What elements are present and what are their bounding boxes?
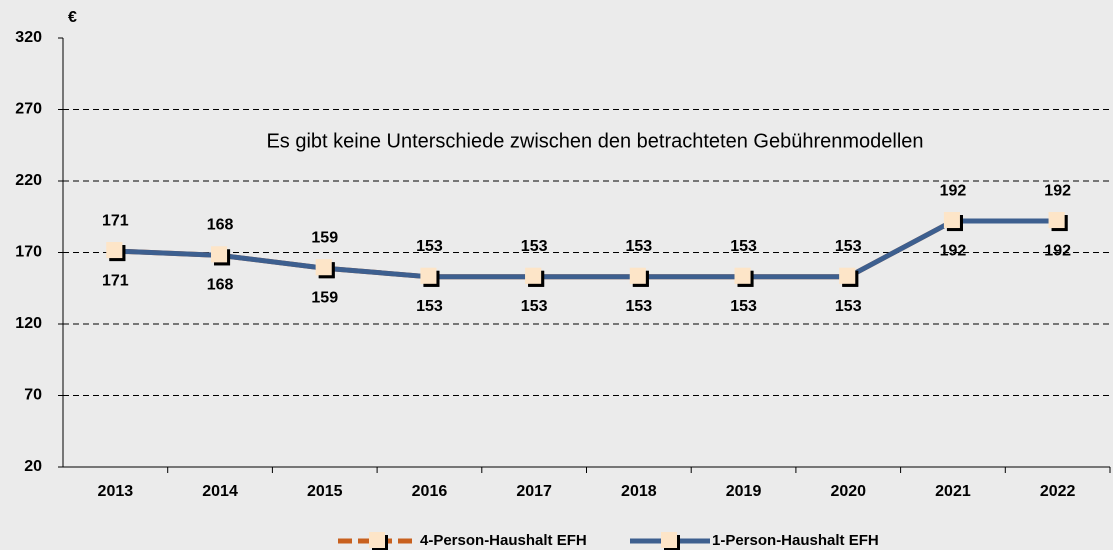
- data-label: 192: [940, 182, 967, 199]
- x-tick-label: 2019: [726, 483, 762, 500]
- data-label: 153: [730, 238, 757, 255]
- data-label: 153: [521, 238, 548, 255]
- data-label: 153: [521, 298, 548, 315]
- data-label: 153: [730, 298, 757, 315]
- y-tick-label: 320: [15, 29, 42, 46]
- data-label: 192: [1044, 182, 1071, 199]
- point-marker: [211, 246, 228, 263]
- data-label: 153: [416, 238, 443, 255]
- point-marker: [734, 267, 751, 284]
- x-tick-label: 2017: [516, 483, 552, 500]
- data-label: 171: [102, 272, 129, 289]
- annotation: Es gibt keine Unterschiede zwischen den …: [266, 130, 923, 152]
- point-marker: [839, 267, 856, 284]
- data-label: 153: [625, 298, 652, 315]
- x-tick-label: 2016: [412, 483, 448, 500]
- data-label: 159: [311, 289, 338, 306]
- series-line: [115, 218, 1058, 280]
- y-tick-label: 270: [15, 101, 42, 118]
- point-marker: [629, 267, 646, 284]
- data-label: 153: [416, 298, 443, 315]
- point-marker: [943, 212, 960, 229]
- point-marker: [106, 242, 123, 259]
- data-label: 153: [625, 238, 652, 255]
- legend-label: 1-Person-Haushalt EFH: [712, 532, 879, 549]
- x-tick-label: 2018: [621, 483, 657, 500]
- data-label: 153: [835, 298, 862, 315]
- x-tick-label: 2015: [307, 483, 343, 500]
- x-tick-label: 2021: [935, 483, 971, 500]
- data-label: 168: [207, 277, 234, 294]
- y-tick-label: 170: [15, 244, 42, 261]
- y-tick-label: 120: [15, 315, 42, 332]
- x-tick-label: 2013: [98, 483, 134, 500]
- point-marker: [315, 259, 332, 276]
- data-label: 192: [1044, 242, 1071, 259]
- x-tick-label: 2020: [830, 483, 866, 500]
- legend-marker: [369, 532, 385, 548]
- legend-marker: [661, 532, 677, 548]
- point-marker: [525, 267, 542, 284]
- x-tick-label: 2014: [202, 483, 238, 500]
- data-label: 168: [207, 217, 234, 234]
- data-label: 153: [835, 238, 862, 255]
- y-tick-label: 20: [24, 458, 42, 475]
- x-tick-label: 2022: [1040, 483, 1076, 500]
- legend-label: 4-Person-Haushalt EFH: [420, 532, 587, 549]
- point-marker: [1048, 212, 1065, 229]
- data-label: 171: [102, 212, 129, 229]
- y-tick-label: 220: [15, 172, 42, 189]
- data-label: 192: [940, 242, 967, 259]
- point-marker: [420, 267, 437, 284]
- data-label: 159: [311, 229, 338, 246]
- y-tick-label: 70: [24, 387, 42, 404]
- y-unit-label: €: [68, 9, 77, 26]
